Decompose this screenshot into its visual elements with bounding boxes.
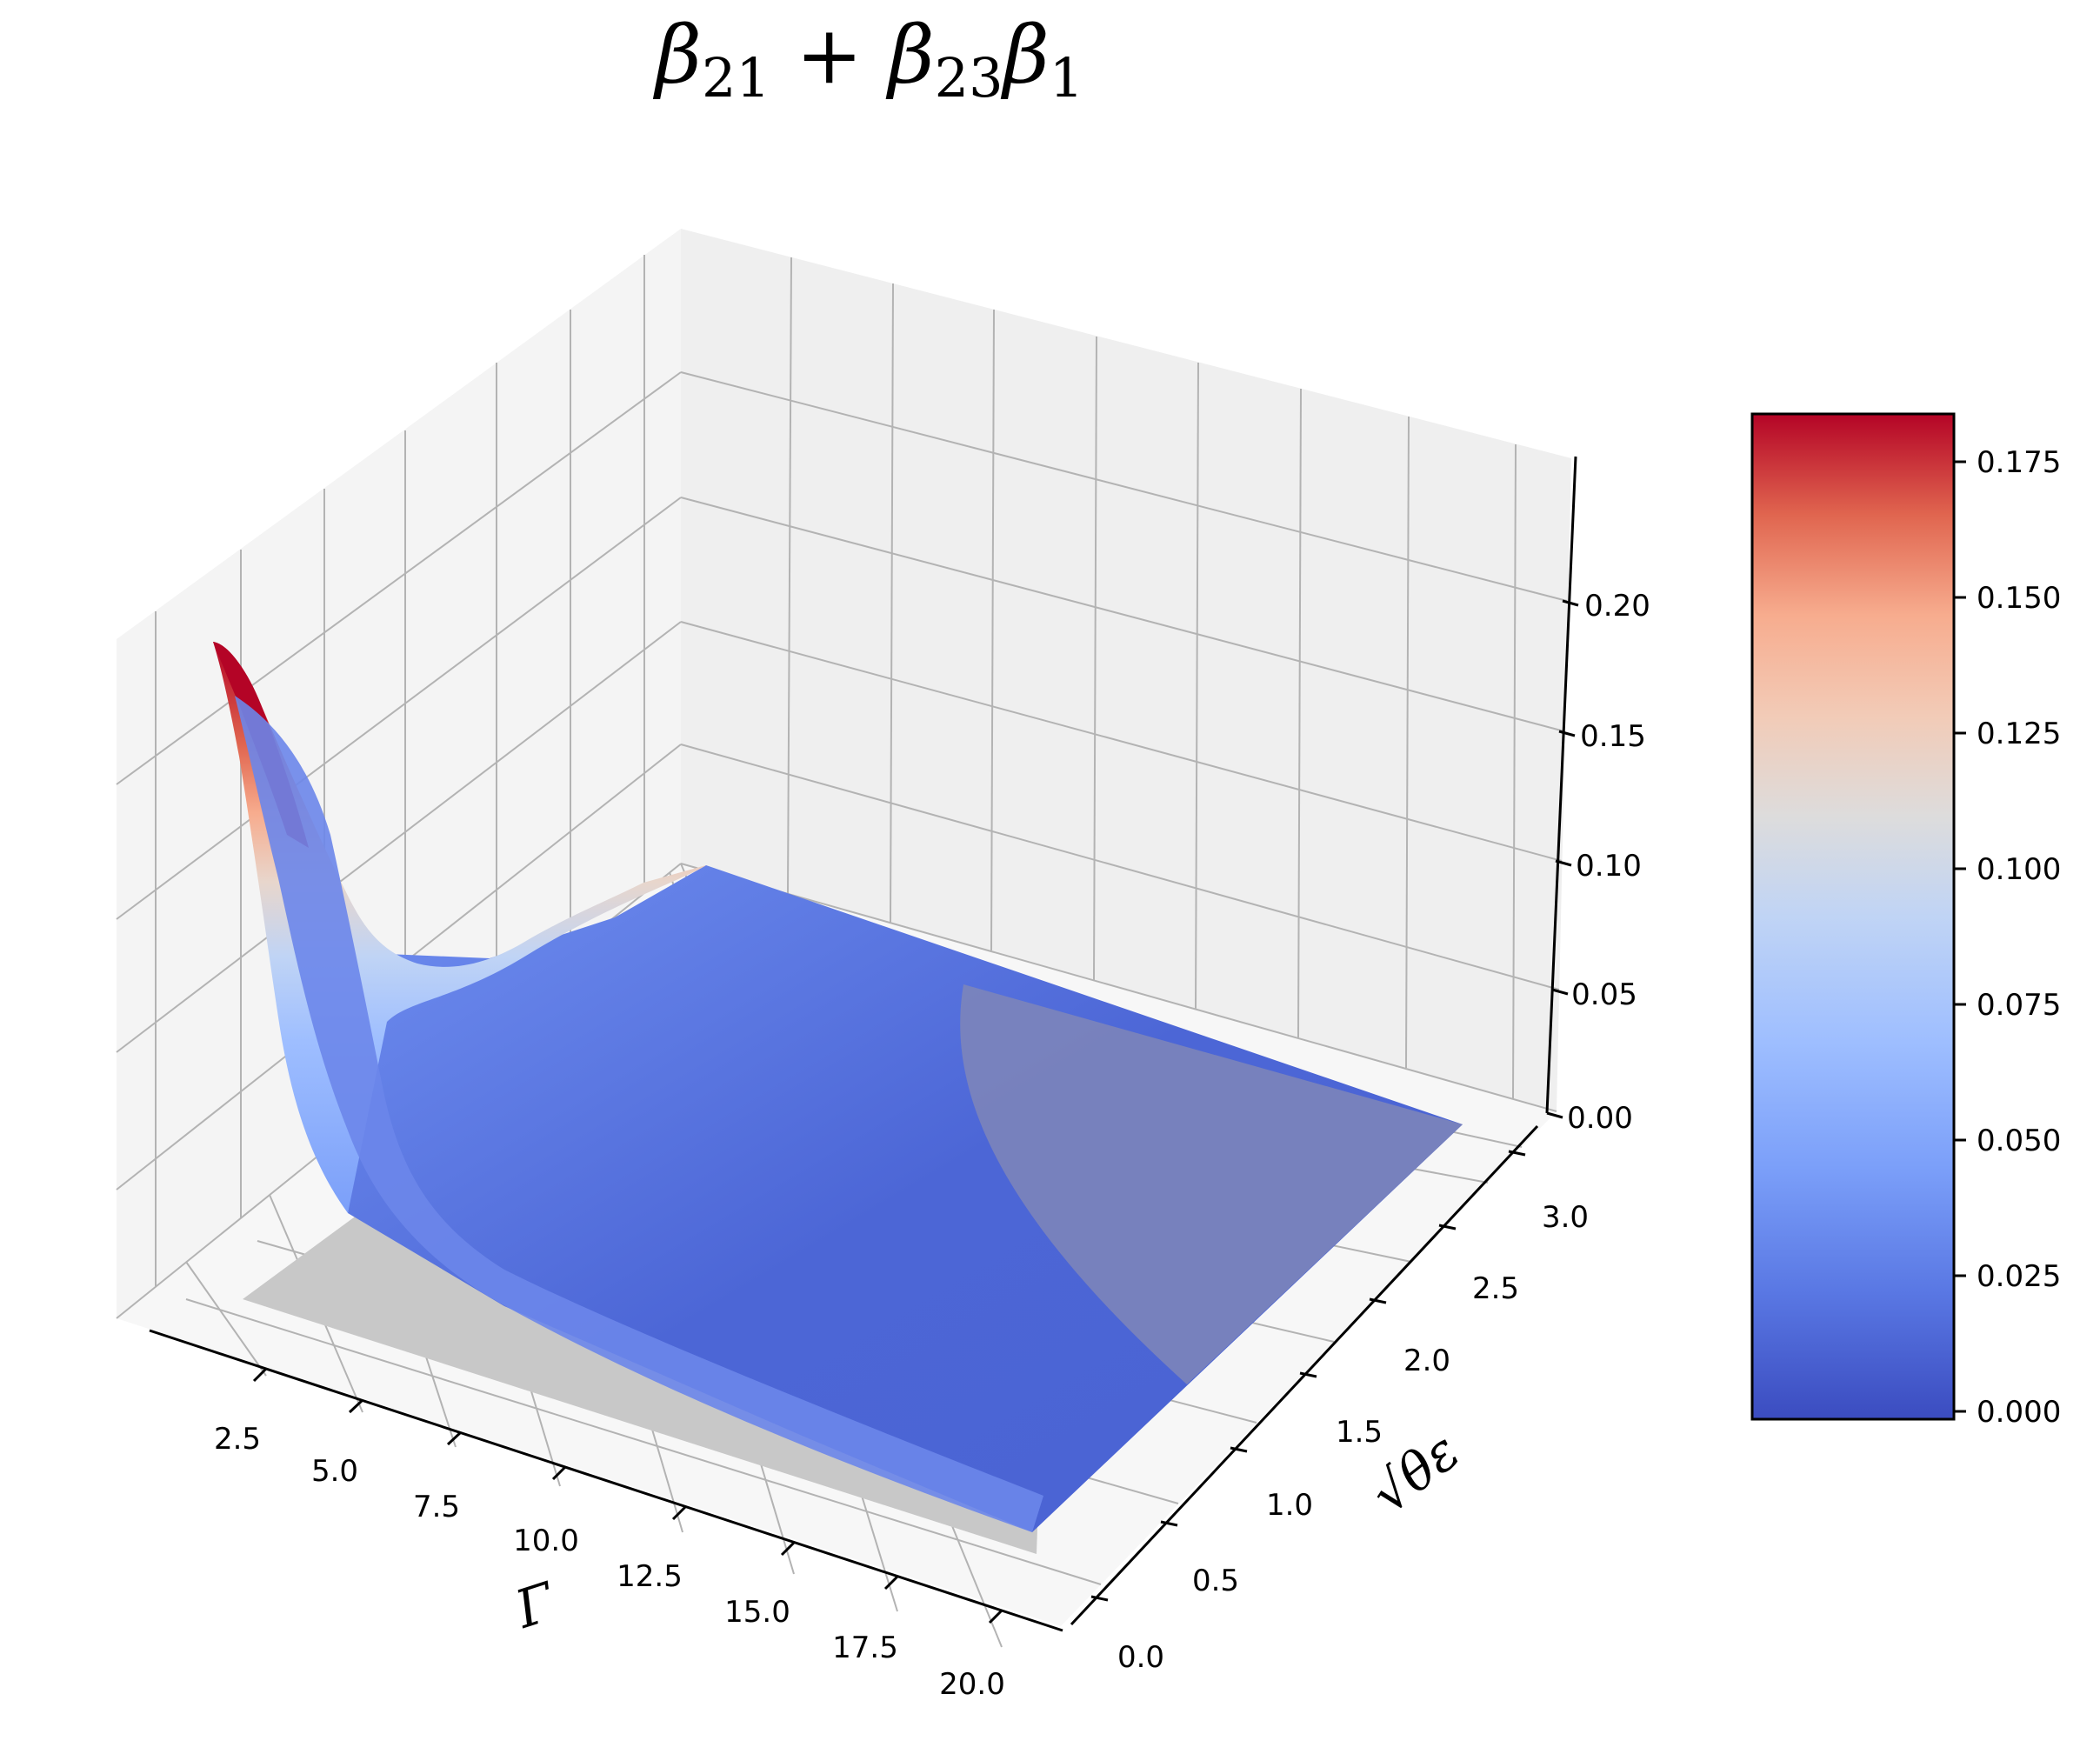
colorbar-tick-label: 0.000 <box>1977 1395 2061 1430</box>
x-tick-label: 15.0 <box>724 1595 790 1630</box>
x-tick-labels: 2.5 5.0 7.5 10.0 12.5 15.0 17.5 20.0 <box>214 1422 1005 1702</box>
x-tick-label: 7.5 <box>413 1490 460 1524</box>
z-tick-label: 0.05 <box>1571 977 1637 1012</box>
x-tick-label: 12.5 <box>617 1559 683 1594</box>
x-tick-label: 20.0 <box>939 1667 1005 1702</box>
colorbar-tick-label: 0.125 <box>1977 717 2061 751</box>
surface-shaded-region <box>960 984 1463 1384</box>
colorbar-tick-labels: 0.000 0.025 0.050 0.075 0.100 0.125 0.15… <box>1977 445 2061 1430</box>
x-tick-label: 17.5 <box>832 1631 898 1665</box>
x-axis-line <box>149 1329 1063 1632</box>
x-tick-label: 2.5 <box>214 1422 261 1457</box>
chart-title: β21 + β23β1 <box>655 9 1084 110</box>
colorbar-tick-label: 0.100 <box>1977 852 2061 887</box>
z-tick-label: 0.10 <box>1576 849 1642 884</box>
colorbar-ticks <box>1954 460 1966 1413</box>
y-tick-label: 0.0 <box>1117 1640 1164 1675</box>
z-tick-label: 0.00 <box>1567 1101 1633 1136</box>
colorbar-tick-label: 0.050 <box>1977 1124 2061 1158</box>
y-tick-label: 3.0 <box>1542 1200 1589 1235</box>
z-tick-label: 0.20 <box>1584 589 1650 624</box>
y-tick-label: 1.0 <box>1266 1488 1313 1523</box>
colorbar-gradient <box>1750 412 1956 1421</box>
y-tick-labels: 0.0 0.5 1.0 1.5 2.0 2.5 3.0 <box>1117 1200 1589 1675</box>
colorbar: 0.000 0.025 0.050 0.075 0.100 0.125 0.15… <box>1750 412 2061 1430</box>
surface-front-face <box>235 696 1043 1532</box>
z-tick-label: 0.15 <box>1580 719 1646 754</box>
y-tick-label: 2.0 <box>1403 1344 1450 1378</box>
colorbar-tick-label: 0.075 <box>1977 988 2061 1023</box>
left-pane <box>117 229 681 1318</box>
colorbar-tick-label: 0.150 <box>1977 581 2061 616</box>
back-pane <box>681 229 1571 1111</box>
z-axis-line <box>1545 456 1577 1114</box>
x-axis-label: Γ <box>508 1571 563 1640</box>
z-tick-labels: 0.00 0.05 0.10 0.15 0.20 <box>1567 589 1650 1136</box>
y-tick-label: 0.5 <box>1192 1564 1239 1598</box>
x-tick-label: 5.0 <box>311 1454 358 1489</box>
z-axis-ticks <box>1546 599 1579 1119</box>
y-axis-ticks <box>1090 1150 1526 1602</box>
y-tick-label: 2.5 <box>1472 1271 1519 1306</box>
x-axis-ticks <box>252 1367 1003 1624</box>
colorbar-tick-label: 0.175 <box>1977 445 2061 480</box>
colorbar-tick-label: 0.025 <box>1977 1259 2061 1294</box>
x-tick-label: 10.0 <box>513 1524 579 1558</box>
y-tick-label: 1.5 <box>1336 1415 1383 1450</box>
